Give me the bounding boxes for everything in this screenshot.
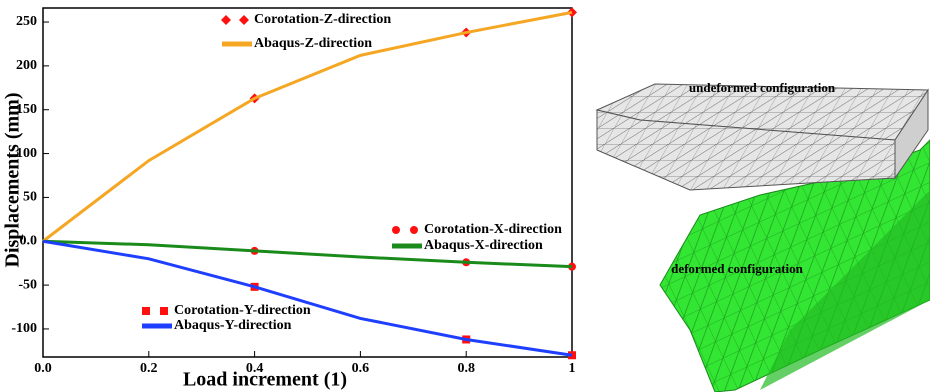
legend-label: Abaqus-Z-direction	[254, 36, 372, 51]
legend-label: Corotation-Y-direction	[174, 303, 311, 318]
legend-label: Abaqus-X-direction	[424, 238, 543, 253]
y-axis-title: Displacements (mm)	[2, 93, 24, 268]
x-axis-title: Load increment (1)	[183, 369, 347, 391]
legend-swatch	[392, 226, 400, 234]
x-tick-label: 0.0	[34, 361, 52, 376]
annotation: deformed configuration	[671, 261, 804, 276]
y-tick-label: 200	[16, 58, 37, 73]
y-tick-label: 50	[23, 190, 37, 205]
x-tick-label: 1	[569, 361, 576, 376]
figure: -100-500.0501001502002500.00.20.40.60.81…	[0, 0, 930, 392]
legend-swatch	[221, 15, 231, 25]
legend-swatch	[410, 226, 418, 234]
legend-swatch	[142, 307, 150, 315]
legend-label: Corotation-Z-direction	[254, 12, 391, 27]
legend-swatch	[160, 307, 168, 315]
x-tick-label: 0.8	[457, 361, 475, 376]
x-tick-label: 0.2	[140, 361, 158, 376]
legend-label: Corotation-X-direction	[424, 222, 562, 237]
legend-swatch	[239, 15, 249, 25]
x-tick-label: 0.6	[352, 361, 370, 376]
y-tick-label: -50	[18, 277, 37, 292]
legend-label: Abaqus-Y-direction	[174, 318, 292, 333]
series-line	[43, 241, 572, 355]
annotation: undeformed configuration	[689, 80, 836, 95]
y-tick-label: 250	[16, 14, 37, 29]
y-tick-label: -100	[11, 321, 37, 336]
mesh-illustration	[597, 84, 930, 392]
